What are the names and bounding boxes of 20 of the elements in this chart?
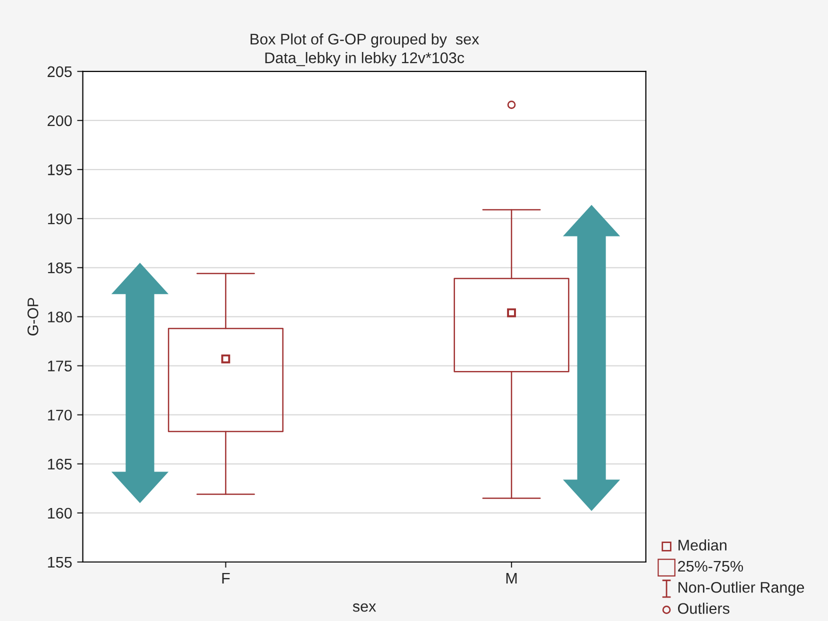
y-tick-label: 170 bbox=[48, 410, 72, 421]
x-axis-title: sex bbox=[352, 603, 376, 612]
y-tick-label: 205 bbox=[48, 66, 72, 78]
text: Median bbox=[678, 539, 726, 551]
chart-title: Box Plot of G-OP grouped by sex Data_lebky in lebky 12v*103c bbox=[250, 33, 480, 66]
y-tick-label: 185 bbox=[48, 262, 72, 274]
y-tick-label: 180 bbox=[48, 312, 72, 322]
y-tick-label: 190 bbox=[48, 213, 72, 224]
y-tick-label: 155 bbox=[48, 557, 72, 568]
y-tick-label: 200 bbox=[48, 115, 72, 126]
x-tick-label: M bbox=[506, 572, 517, 584]
y-axis-title: G-OP bbox=[28, 298, 38, 336]
text: Non-Outlier Range bbox=[678, 582, 804, 596]
x-tick-label: F bbox=[222, 572, 230, 584]
y-tick-label: 175 bbox=[48, 360, 72, 372]
y-tick-label: 195 bbox=[48, 164, 72, 176]
y-tick-label: 160 bbox=[48, 508, 72, 519]
text: 25%-75% bbox=[678, 560, 744, 572]
text: Outliers bbox=[678, 602, 730, 614]
y-tick-label: 165 bbox=[48, 458, 72, 470]
